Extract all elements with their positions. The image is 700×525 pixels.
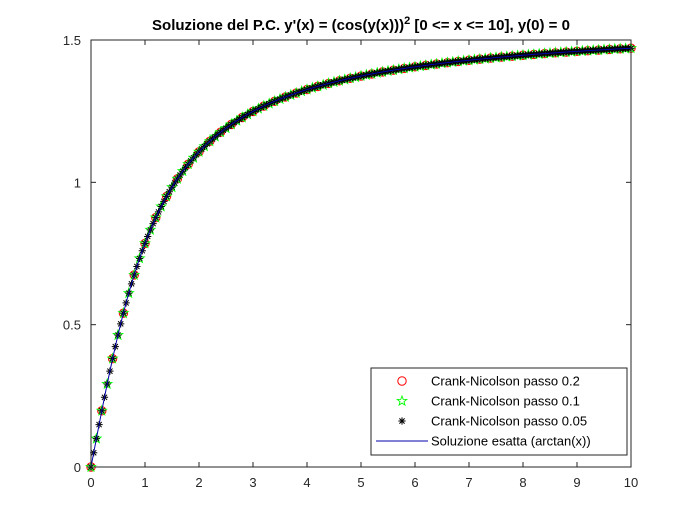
series-line-exact: [90, 47, 632, 468]
axes-layer: 0 1 2 3 4 5 6 7 8 9 10 0 0.5 1 1.5: [63, 33, 638, 490]
legend-label-3: Crank-Nicolson passo 0.05: [431, 414, 587, 429]
legend-label-1: Crank-Nicolson passo 0.2: [431, 374, 580, 389]
legend: Crank-Nicolson passo 0.2 Crank-Nicolson p…: [370, 367, 628, 456]
y-tick-label: 1.5: [63, 33, 81, 48]
y-tick-label: 0: [74, 460, 81, 475]
x-tick-label: 5: [357, 475, 364, 490]
chart-title-suffix: [0 <= x <= 10], y(0) = 0: [410, 17, 570, 34]
chart-title-superscript: 2: [404, 15, 410, 27]
chart-title-main: Soluzione del P.C. y'(x) = (cos(y(x))): [152, 17, 404, 34]
x-tick-label: 7: [465, 475, 472, 490]
x-tick-label: 4: [303, 475, 310, 490]
y-tick-label: 1: [74, 175, 81, 190]
y-tick-label: 0.5: [63, 318, 81, 333]
series-layer: [85, 41, 637, 473]
x-tick-label: 10: [624, 475, 638, 490]
chart-title: Soluzione del P.C. y'(x) = (cos(y(x)))2 …: [152, 15, 570, 34]
x-tick-label: 1: [141, 475, 148, 490]
legend-label-2: Crank-Nicolson passo 0.1: [431, 394, 580, 409]
legend-marker-2: [396, 394, 408, 407]
x-tick-label: 8: [519, 475, 526, 490]
x-tick-label: 3: [249, 475, 256, 490]
series-4: [90, 47, 632, 468]
legend-label-4: Soluzione esatta (arctan(x)): [431, 434, 591, 449]
x-tick-label: 2: [195, 475, 202, 490]
legend-marker-3: [398, 417, 406, 425]
x-tick-label: 9: [573, 475, 580, 490]
x-tick-label: 6: [411, 475, 418, 490]
x-tick-label: 0: [87, 475, 94, 490]
legend-marker-1: [397, 376, 407, 386]
